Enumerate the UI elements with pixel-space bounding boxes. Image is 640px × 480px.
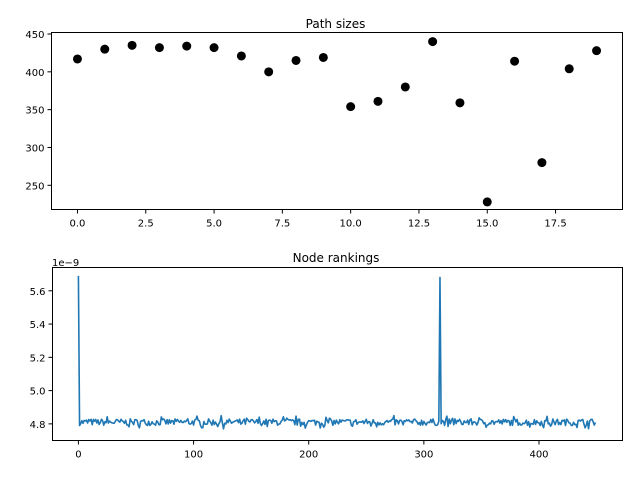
x-tick-label: 0.0 [70, 219, 86, 230]
scatter-point [564, 64, 574, 74]
scatter-point [154, 43, 164, 53]
y-tick-label: 450 [25, 30, 44, 41]
path-sizes-points [72, 37, 602, 207]
scatter-point [264, 67, 274, 77]
path-sizes-subplot: Path sizes 0.0 2.5 5.0 7.5 10.0 12.5 15.0 17.5 … [25, 17, 623, 230]
path-sizes-axes-frame [51, 32, 623, 210]
scatter-point [592, 46, 602, 56]
node-rankings-series-line [77, 275, 597, 430]
scatter-point [318, 52, 328, 62]
scatter-point [182, 41, 192, 51]
node-rankings-offset-label: 1e−9 [52, 258, 79, 269]
y-tick-label: 4.8 [30, 420, 46, 431]
x-tick-label: 400 [529, 450, 548, 461]
x-tick-label: 5.0 [206, 219, 222, 230]
scatter-point [100, 44, 110, 54]
scatter-point [291, 55, 301, 65]
scatter-point [482, 197, 492, 207]
path-sizes-y-ticks: 250 300 350 400 450 [25, 30, 52, 192]
x-tick-label: 2.5 [138, 219, 154, 230]
x-tick-label: 100 [184, 450, 203, 461]
x-tick-label: 300 [414, 450, 433, 461]
y-tick-label: 5.6 [30, 287, 46, 298]
scatter-point [455, 98, 465, 108]
y-tick-label: 5.2 [30, 353, 46, 364]
x-tick-label: 12.5 [408, 219, 430, 230]
node-rankings-y-ticks: 4.8 5.0 5.2 5.4 5.6 [30, 287, 53, 431]
scatter-point [236, 51, 246, 61]
scatter-point [373, 96, 383, 106]
scatter-point [127, 40, 137, 50]
scatter-point [72, 54, 82, 64]
node-rankings-subplot: Node rankings 1e−9 0 100 200 300 400 4.8 5.0 5… [30, 251, 623, 461]
scatter-point [537, 158, 547, 168]
y-tick-label: 300 [25, 143, 44, 154]
y-tick-label: 400 [25, 68, 44, 79]
x-tick-label: 15.0 [476, 219, 498, 230]
node-rankings-x-ticks: 0 100 200 300 400 [75, 440, 549, 461]
path-sizes-x-ticks: 0.0 2.5 5.0 7.5 10.0 12.5 15.0 17.5 [70, 209, 567, 230]
x-tick-label: 17.5 [544, 219, 566, 230]
x-tick-label: 0 [75, 450, 81, 461]
node-rankings-axes-frame [52, 267, 623, 441]
scatter-point [400, 82, 410, 92]
x-tick-label: 7.5 [274, 219, 290, 230]
x-tick-label: 200 [299, 450, 318, 461]
y-tick-label: 250 [25, 181, 44, 192]
y-tick-label: 350 [25, 106, 44, 117]
x-tick-label: 10.0 [340, 219, 362, 230]
scatter-point [209, 43, 219, 53]
scatter-point [346, 102, 356, 112]
scatter-point [510, 56, 520, 66]
node-rankings-title: Node rankings [293, 251, 380, 265]
scatter-point [428, 37, 438, 47]
path-sizes-title: Path sizes [306, 17, 366, 31]
y-tick-label: 5.4 [30, 320, 46, 331]
y-tick-label: 5.0 [30, 387, 46, 398]
